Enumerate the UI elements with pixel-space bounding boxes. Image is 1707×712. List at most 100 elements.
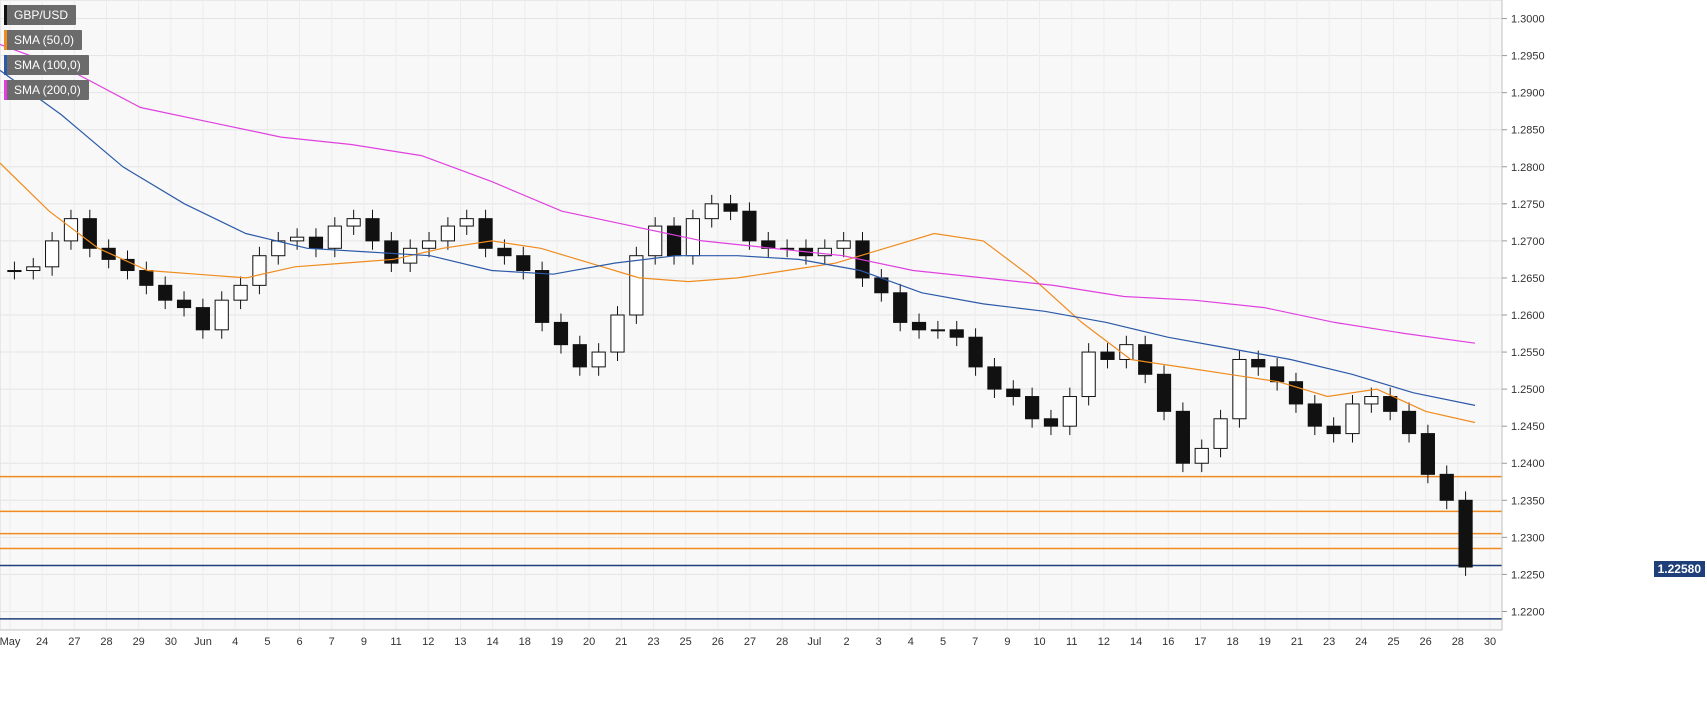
candle-body <box>1025 396 1040 420</box>
legend-swatch <box>4 30 7 50</box>
legend-item-sma100[interactable]: SMA (100,0) <box>4 55 89 75</box>
x-tick-label: 19 <box>1259 636 1271 648</box>
x-tick-label: 7 <box>329 636 335 648</box>
x-tick-label: 29 <box>133 636 145 648</box>
y-tick-label: 1.2650 <box>1511 273 1545 285</box>
x-tick-label: 11 <box>1066 636 1077 648</box>
candle-body <box>139 270 154 286</box>
x-tick-label: 5 <box>264 636 270 648</box>
candle-body <box>101 247 116 260</box>
x-tick-label: 4 <box>908 636 914 648</box>
legend-label: SMA (200,0) <box>14 83 81 97</box>
y-tick-label: 1.2300 <box>1511 532 1545 544</box>
candle-body <box>1326 425 1341 435</box>
x-tick-label: 19 <box>551 636 563 648</box>
y-tick-label: 1.2400 <box>1511 458 1545 470</box>
candle-body <box>1420 433 1435 475</box>
y-tick-label: 1.2750 <box>1511 199 1545 211</box>
x-tick-label: 9 <box>1004 636 1010 648</box>
x-tick-label: 23 <box>647 636 659 648</box>
candle-body <box>1364 396 1379 405</box>
candle-body <box>535 270 550 323</box>
x-tick-label: 10 <box>1033 636 1045 648</box>
x-tick-label: 4 <box>232 636 238 648</box>
candle-body <box>290 236 305 242</box>
candle-body <box>553 321 569 346</box>
candle-body <box>1345 403 1360 435</box>
candle-body <box>176 299 192 309</box>
x-tick-label: 25 <box>680 636 692 648</box>
candle-body <box>421 240 437 249</box>
y-tick-label: 1.2500 <box>1511 384 1545 396</box>
candle-body <box>836 240 851 249</box>
legend-item-sma200[interactable]: SMA (200,0) <box>4 80 89 100</box>
candle-body <box>459 218 474 227</box>
x-tick-label: 16 <box>1162 636 1174 648</box>
candle-body <box>1213 418 1228 449</box>
candle-body <box>1081 351 1096 398</box>
candle-body <box>516 255 531 272</box>
y-tick-label: 1.2450 <box>1511 421 1545 433</box>
candle-body <box>1270 366 1285 383</box>
legend-item-sma50[interactable]: SMA (50,0) <box>4 30 83 50</box>
y-tick-label: 1.2950 <box>1511 51 1545 63</box>
sma-line <box>0 69 1476 406</box>
x-tick-label: 14 <box>486 636 498 648</box>
candle-body <box>1439 473 1454 501</box>
legend-label: SMA (50,0) <box>14 33 75 47</box>
x-tick-label: Jun <box>194 636 212 648</box>
candle-body <box>308 236 324 249</box>
candle-body <box>911 321 927 331</box>
x-tick-label: 5 <box>940 636 946 648</box>
current-price-badge: 1.22580 <box>1653 561 1705 577</box>
candle-body <box>63 218 79 242</box>
candle-body <box>252 255 267 286</box>
x-tick-label: 21 <box>1291 636 1303 648</box>
x-tick-label: 25 <box>1387 636 1399 648</box>
x-tick-label: 28 <box>100 636 112 648</box>
x-tick-label: 6 <box>297 636 303 648</box>
candle-body <box>1383 396 1398 412</box>
candle-body <box>26 266 41 272</box>
legend-item-gbpusd[interactable]: GBP/USD <box>4 5 77 25</box>
x-tick-label: 9 <box>361 636 367 648</box>
sma-line <box>0 43 1476 344</box>
x-tick-label: 23 <box>1323 636 1335 648</box>
legend-label: SMA (100,0) <box>14 58 81 72</box>
candle-body <box>1307 403 1322 427</box>
x-tick-label: 3 <box>876 636 882 648</box>
candle-body <box>968 336 983 368</box>
sma-line <box>0 162 1476 424</box>
x-tick-label: 12 <box>422 636 434 648</box>
x-tick-label: 30 <box>1484 636 1496 648</box>
x-tick-label: 17 <box>1194 636 1206 648</box>
candle-body <box>7 270 22 273</box>
y-tick-label: 1.2850 <box>1511 125 1545 137</box>
x-tick-label: 26 <box>712 636 724 648</box>
x-tick-label: 27 <box>744 636 756 648</box>
candle-body <box>930 329 945 332</box>
candle-body <box>817 247 832 257</box>
x-tick-label: 30 <box>165 636 177 648</box>
candle-body <box>1043 418 1059 427</box>
candle-body <box>45 240 60 268</box>
candle-body <box>327 225 342 249</box>
x-tick-label: 24 <box>36 636 48 648</box>
candle-body <box>610 314 625 353</box>
candle-body <box>723 203 738 212</box>
x-tick-label: 18 <box>1226 636 1238 648</box>
candle-body <box>497 247 512 257</box>
y-tick-label: 1.2250 <box>1511 569 1545 581</box>
y-tick-label: 1.2900 <box>1511 88 1545 100</box>
x-tick-label: 27 <box>68 636 80 648</box>
x-tick-label: 12 <box>1098 636 1110 648</box>
candle-body <box>1232 358 1247 420</box>
candle-body <box>1156 373 1172 412</box>
x-tick-label: 14 <box>1130 636 1142 648</box>
x-tick-label: 28 <box>776 636 788 648</box>
x-tick-label: 13 <box>454 636 466 648</box>
x-tick-label: 20 <box>583 636 595 648</box>
x-tick-label: 2 <box>843 636 849 648</box>
x-tick-label: 7 <box>972 636 978 648</box>
